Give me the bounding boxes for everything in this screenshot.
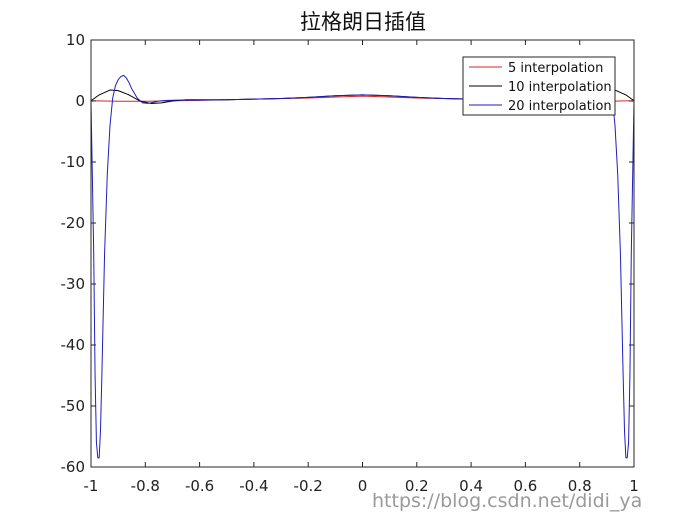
y-tick-label: -30 bbox=[61, 275, 86, 293]
x-tick-label: 0.2 bbox=[405, 477, 429, 495]
x-tick-label: 0.4 bbox=[459, 477, 483, 495]
legend: 5 interpolation 10 interpolation 20 interp… bbox=[462, 56, 616, 116]
y-tick-label: -20 bbox=[61, 214, 86, 232]
x-tick-label: 1 bbox=[629, 477, 639, 495]
x-tick-label: -0.2 bbox=[294, 477, 323, 495]
y-tick-label: -50 bbox=[61, 397, 86, 415]
legend-label-3: 20 interpolation bbox=[508, 99, 612, 114]
x-tick-label: -0.6 bbox=[185, 477, 214, 495]
y-tick-label: -40 bbox=[61, 336, 86, 354]
y-tick-label: -60 bbox=[61, 458, 86, 476]
x-tick-label: 0.6 bbox=[513, 477, 537, 495]
x-tick-label: -0.8 bbox=[131, 477, 160, 495]
y-tick-label: -10 bbox=[61, 153, 86, 171]
legend-label-2: 10 interpolation bbox=[508, 80, 612, 95]
series-line-3 bbox=[90, 74, 635, 459]
legend-label-1: 5 interpolation bbox=[508, 61, 603, 76]
x-tick-label: 0.8 bbox=[568, 477, 592, 495]
y-tick-label: 0 bbox=[75, 92, 85, 110]
watermark-text: https://blog.csdn.net/didi_ya bbox=[372, 490, 642, 512]
tick-layer: -1 -0.8 -0.6 -0.4 -0.2 0 0.2 0.4 0.6 0.8 1 10 0 -10 -2… bbox=[61, 31, 639, 495]
x-tick-label: -1 bbox=[84, 477, 99, 495]
x-tick-label: -0.4 bbox=[239, 477, 268, 495]
y-tick-label: 10 bbox=[66, 31, 85, 49]
x-tick-label: 0 bbox=[358, 477, 368, 495]
chart-title: 拉格朗日插值 bbox=[300, 10, 426, 34]
